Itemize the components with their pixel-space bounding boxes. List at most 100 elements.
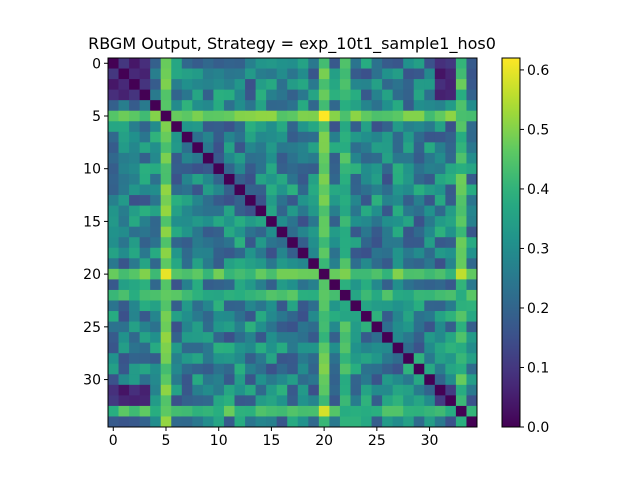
- heatmap-cell: [329, 311, 341, 322]
- heatmap-cell: [371, 311, 383, 322]
- heatmap-cell: [150, 416, 162, 428]
- heatmap-cell: [445, 184, 457, 196]
- heatmap-cell: [318, 279, 330, 291]
- heatmap-cell: [361, 268, 372, 280]
- heatmap-cell: [234, 363, 246, 375]
- heatmap-cell: [361, 342, 372, 354]
- x-tick-label: 20: [315, 433, 333, 449]
- heatmap-cell: [466, 384, 478, 396]
- heatmap-cell: [424, 68, 436, 80]
- heatmap-cell: [160, 321, 172, 333]
- heatmap-cell: [403, 405, 415, 417]
- heatmap-cell: [339, 268, 351, 280]
- heatmap-cell: [361, 363, 372, 375]
- heatmap-cell: [308, 300, 320, 312]
- heatmap-cell: [171, 184, 183, 196]
- heatmap-cell: [434, 363, 446, 375]
- heatmap-cell: [466, 374, 478, 386]
- heatmap-cell: [339, 353, 351, 365]
- heatmap-cell: [234, 374, 246, 386]
- heatmap-cell: [118, 289, 130, 301]
- heatmap-cell: [255, 58, 267, 69]
- heatmap-cell: [129, 321, 141, 333]
- heatmap-cell: [329, 416, 341, 428]
- heatmap-cell: [371, 384, 383, 396]
- heatmap-cell: [318, 289, 330, 301]
- heatmap-cell: [466, 311, 478, 322]
- heatmap-cell: [202, 279, 214, 291]
- heatmap-cell: [118, 195, 130, 206]
- heatmap-cell: [308, 121, 320, 133]
- heatmap-cell: [192, 342, 204, 354]
- heatmap-cell: [455, 68, 467, 80]
- heatmap-cell: [118, 142, 130, 154]
- heatmap-cell: [403, 195, 415, 206]
- heatmap-cell: [213, 216, 225, 228]
- heatmap-cell: [287, 279, 299, 291]
- heatmap-cell: [371, 216, 383, 228]
- heatmap-cell: [392, 58, 404, 69]
- heatmap-cell: [350, 205, 362, 217]
- heatmap-cell: [466, 237, 478, 249]
- heatmap-cell: [434, 58, 446, 69]
- heatmap-cell: [129, 332, 141, 344]
- heatmap-cell: [234, 79, 246, 91]
- heatmap-cell: [424, 79, 436, 91]
- heatmap-cell: [171, 405, 183, 417]
- heatmap-cell: [403, 384, 415, 396]
- heatmap-cell: [202, 68, 214, 80]
- heatmap-cell: [213, 268, 225, 280]
- heatmap-cell: [318, 268, 330, 280]
- heatmap-cell: [329, 131, 341, 143]
- heatmap-cell: [202, 79, 214, 91]
- heatmap-cell: [192, 205, 204, 217]
- heatmap-cell: [297, 163, 309, 175]
- heatmap-cell: [434, 300, 446, 312]
- heatmap-cell: [287, 131, 299, 143]
- heatmap-cell: [129, 416, 141, 428]
- heatmap-cell: [129, 226, 141, 238]
- heatmap-cell: [202, 195, 214, 206]
- heatmap-cell: [350, 121, 362, 133]
- heatmap-cell: [255, 247, 267, 259]
- heatmap-cell: [192, 279, 204, 291]
- heatmap-cell: [403, 353, 415, 365]
- heatmap-cell: [424, 321, 436, 333]
- heatmap-cell: [160, 226, 172, 238]
- heatmap-cell: [108, 395, 119, 407]
- heatmap-cell: [213, 237, 225, 249]
- heatmap-cell: [266, 363, 278, 375]
- heatmap-cell: [160, 384, 172, 396]
- heatmap-cell: [171, 300, 183, 312]
- heatmap-cell: [424, 100, 436, 112]
- heatmap-cell: [424, 205, 436, 217]
- heatmap-cell: [150, 311, 162, 322]
- heatmap-cell: [445, 152, 457, 164]
- heatmap-cell: [445, 205, 457, 217]
- heatmap-cell: [213, 374, 225, 386]
- heatmap-cell: [403, 300, 415, 312]
- heatmap-cell: [223, 342, 235, 354]
- heatmap-cell: [150, 363, 162, 375]
- heatmap-cell: [413, 195, 425, 206]
- heatmap-cell: [308, 131, 320, 143]
- heatmap-cell: [361, 374, 372, 386]
- heatmap-cell: [371, 110, 383, 122]
- heatmap-cell: [171, 395, 183, 407]
- heatmap-cell: [455, 89, 467, 101]
- heatmap-cell: [213, 79, 225, 91]
- heatmap-cell: [361, 184, 372, 196]
- heatmap-cell: [266, 353, 278, 365]
- heatmap-cell: [466, 142, 478, 154]
- heatmap-cell: [455, 363, 467, 375]
- heatmap-cell: [350, 395, 362, 407]
- heatmap-cell: [223, 332, 235, 344]
- heatmap-cell: [382, 152, 394, 164]
- heatmap-cell: [129, 342, 141, 354]
- heatmap-cell: [350, 374, 362, 386]
- heatmap-cell: [339, 384, 351, 396]
- heatmap-cell: [403, 237, 415, 249]
- heatmap-cell: [466, 395, 478, 407]
- heatmap-cell: [129, 100, 141, 112]
- heatmap-cell: [424, 289, 436, 301]
